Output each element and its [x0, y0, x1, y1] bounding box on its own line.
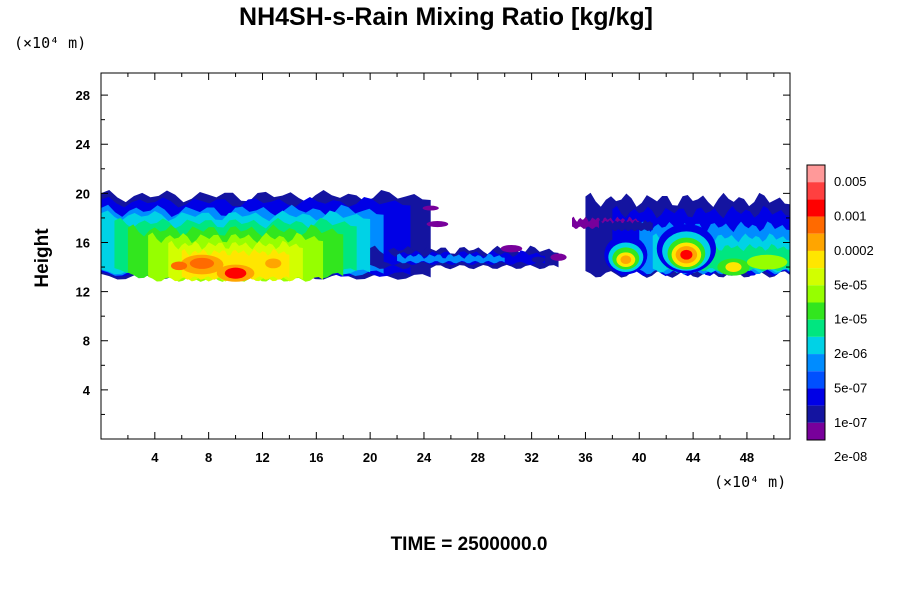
x-tick-label: 24	[417, 450, 432, 465]
colorbar-label: 1e-05	[834, 312, 867, 327]
colorbar-frame	[806, 164, 826, 441]
y-axis-unit: (×10⁴ m)	[14, 34, 86, 52]
colorbar-label: 5e-07	[834, 380, 867, 395]
colorbar-swatch	[807, 371, 825, 389]
x-tick-label: 44	[686, 450, 701, 465]
y-tick-label: 16	[76, 235, 90, 250]
colorbar-label: 0.0002	[834, 243, 874, 258]
colorbar-label: 1e-07	[834, 415, 867, 430]
colorbar-swatch	[807, 422, 825, 440]
cloud-field	[101, 189, 790, 282]
y-axis-label: Height	[32, 228, 53, 288]
cloud-wisp	[426, 220, 449, 228]
x-tick-label: 28	[471, 450, 485, 465]
colorbar-swatch	[807, 216, 825, 234]
y-tick-label: 12	[76, 285, 90, 300]
cloud-core	[224, 267, 247, 279]
y-tick-label: 8	[83, 334, 90, 349]
colorbar-swatch	[807, 302, 825, 320]
cloud-core	[725, 262, 742, 272]
y-tick-label: 24	[76, 137, 91, 152]
y-tick-label: 20	[76, 186, 90, 201]
colorbar-swatch	[807, 199, 825, 217]
colorbar-swatch	[807, 319, 825, 337]
x-tick-label: 40	[632, 450, 646, 465]
colorbar-swatch	[807, 268, 825, 286]
cloud-core	[620, 255, 632, 264]
x-tick-label: 16	[309, 450, 323, 465]
y-tick-label: 28	[76, 88, 90, 103]
cloud-wisp	[500, 244, 523, 253]
cloud-band	[397, 253, 505, 264]
x-axis-unit: (×10⁴ m)	[714, 473, 786, 491]
colorbar-label: 2e-08	[834, 449, 867, 464]
cloud-cell	[746, 254, 788, 270]
colorbar: 0.005 0.001 0.0002 5e-05 1e-05 2e-06 5e-07 1e-0…	[806, 164, 874, 464]
colorbar-swatch	[807, 165, 825, 183]
cloud-core	[170, 261, 188, 271]
time-label: TIME = 2500000.0	[391, 534, 548, 555]
cloud-core	[680, 249, 693, 260]
colorbar-swatch	[807, 336, 825, 355]
x-tick-label: 20	[363, 450, 377, 465]
x-tick-label: 36	[578, 450, 592, 465]
y-tick-label: 4	[83, 383, 91, 398]
colorbar-label: 0.001	[834, 209, 867, 224]
x-tick-label: 12	[255, 450, 269, 465]
x-tick-label: 32	[524, 450, 538, 465]
colorbar-swatch	[807, 354, 825, 372]
colorbar-label: 2e-06	[834, 346, 867, 361]
colorbar-label: 5e-05	[834, 277, 867, 292]
colorbar-swatch	[807, 250, 825, 269]
cloud-core	[189, 257, 215, 269]
cloud-wisp	[598, 219, 653, 232]
x-axis: 4 8 12 16 20 24 28 32 36 40 44 48	[127, 73, 775, 465]
colorbar-swatch	[807, 405, 825, 423]
colorbar-label: 0.005	[834, 174, 867, 189]
x-tick-label: 48	[740, 450, 754, 465]
x-tick-label: 8	[205, 450, 212, 465]
colorbar-swatch	[807, 388, 825, 406]
plot-frame	[100, 72, 791, 440]
cloud-wisp	[550, 253, 567, 261]
chart-title: NH4SH-s-Rain Mixing Ratio [kg/kg]	[239, 3, 653, 31]
colorbar-swatch	[807, 233, 825, 251]
colorbar-swatch	[807, 182, 825, 200]
cloud-wisp	[422, 205, 439, 211]
y-axis: 4 8 12 16 20 24 28	[76, 88, 790, 415]
x-tick-label: 4	[151, 450, 159, 465]
cloud-wisp	[531, 256, 546, 263]
cloud-core	[265, 258, 282, 269]
colorbar-swatch	[807, 285, 825, 303]
